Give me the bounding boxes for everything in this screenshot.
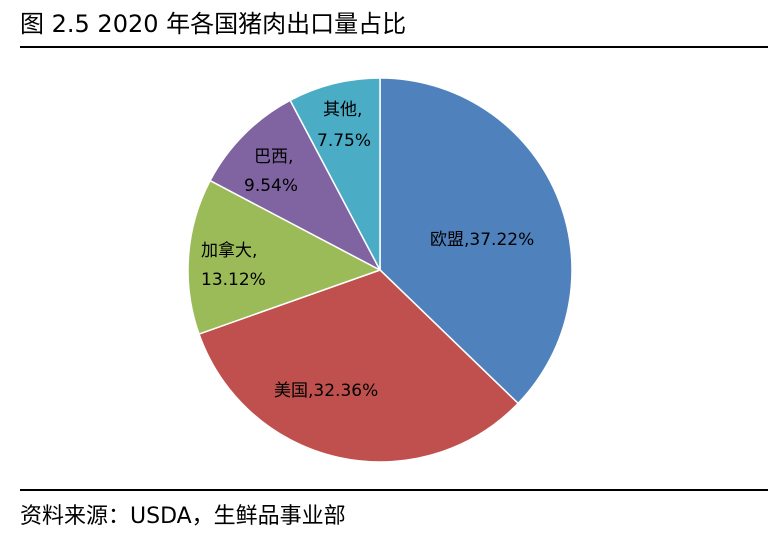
slice-canada <box>187 179 382 336</box>
slice-eu <box>379 77 573 405</box>
slice-label-brazil: 巴西, 9.54% <box>244 147 299 196</box>
slice-other <box>289 77 381 271</box>
slice-label-other: 其他, 7.75% <box>317 100 371 151</box>
slice-us <box>198 269 520 463</box>
slice-brazil <box>209 99 382 272</box>
pie-labels: 欧盟,37.22% 美国,32.36% 加拿大, 13.12% 巴西, 9.54… <box>201 100 534 401</box>
figure-title: 图 2.5 2020 年各国猪肉出口量占比 <box>20 10 407 38</box>
source-divider <box>20 489 768 491</box>
pie-slices <box>187 77 573 463</box>
slice-label-eu: 欧盟,37.22% <box>430 230 534 250</box>
slice-label-us: 美国,32.36% <box>274 381 378 401</box>
slice-label-canada: 加拿大, 13.12% <box>201 240 266 290</box>
title-divider <box>20 46 768 48</box>
source-note: 资料来源：USDA，生鲜品事业部 <box>20 504 346 529</box>
